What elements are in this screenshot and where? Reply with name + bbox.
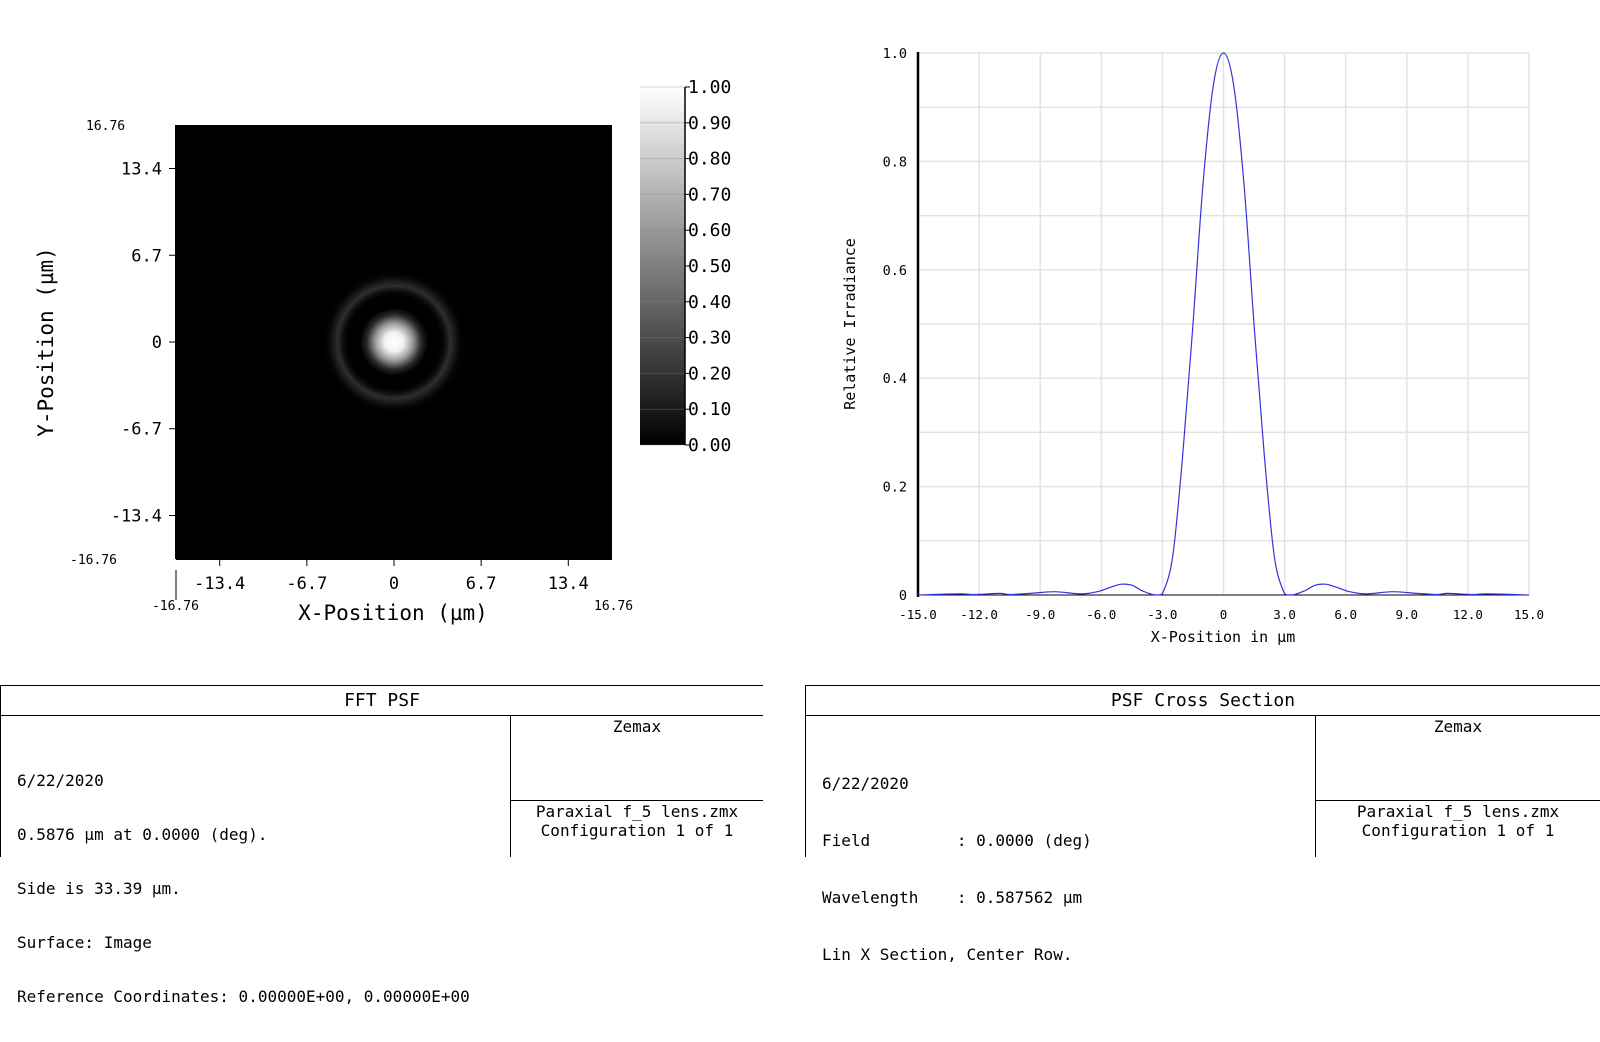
line-x-tick-label: 12.0 <box>1453 607 1483 622</box>
panel-meta: Zemax Paraxial f_5 lens.zmx Configuratio… <box>510 716 763 857</box>
psf-airy-spot <box>360 308 428 376</box>
heatmap-y-min-label: -16.76 <box>70 553 117 568</box>
heatmap-x-tick-label: -6.7 <box>286 574 327 594</box>
heatmap-y-axis-label: Y-Position (µm) <box>34 247 58 437</box>
fft-psf-info-panel: FFT PSF 6/22/2020 0.5876 µm at 0.0000 (d… <box>0 685 763 1006</box>
heatmap-x-max-label: 16.76 <box>594 599 633 614</box>
heatmap-y-tick-label: -13.4 <box>111 506 162 526</box>
psf-cross-section-line <box>917 52 1530 596</box>
heatmap-x-axis-label: X-Position (µm) <box>298 601 488 625</box>
info-line: Reference Coordinates: 0.00000E+00, 0.00… <box>17 987 470 1006</box>
line-x-tick-label: 6.0 <box>1334 607 1357 622</box>
heatmap-x-tick-label: 0 <box>389 574 399 594</box>
info-line: Surface: Image <box>17 933 152 952</box>
line-chart: -15.0 -12.0 -9.0 -6.0 -3.0 0 3.0 6.0 9.0 12.0 15.0… <box>841 46 1544 646</box>
heatmap-x-tick-label: 13.4 <box>548 574 589 594</box>
info-line: Side is 33.39 µm. <box>17 879 181 898</box>
panel-title: FFT PSF <box>1 686 763 716</box>
line-x-tick-label: -15.0 <box>899 607 937 622</box>
line-y-tick-label: 0.6 <box>883 263 907 279</box>
colorbar-tick-label: 0.40 <box>688 292 731 313</box>
file-name: Paraxial f_5 lens.zmx <box>535 802 739 821</box>
colorbar-tick-label: 0.20 <box>688 363 731 384</box>
info-line: Wavelength : 0.587562 µm <box>822 888 1083 907</box>
psf-cross-section-info-panel: PSF Cross Section 6/22/2020 Field : 0.00… <box>805 685 1600 964</box>
line-x-tick-label: -3.0 <box>1147 607 1177 622</box>
panel-title: PSF Cross Section <box>806 686 1600 716</box>
colorbar-tick-label: 0.60 <box>688 220 731 241</box>
line-x-tick-label: -6.0 <box>1086 607 1116 622</box>
info-line: 6/22/2020 <box>822 774 909 793</box>
info-line: Lin X Section, Center Row. <box>822 945 1073 964</box>
colorbar-tick-label: 0.30 <box>688 328 731 349</box>
heatmap-y-tick-label: 6.7 <box>131 246 162 266</box>
panel-details: 6/22/2020 Field : 0.0000 (deg) Wavelengt… <box>822 736 1092 1002</box>
colorbar-tick-label: 0.00 <box>688 435 731 456</box>
heatmap-chart: -13.4 -6.7 0 6.7 13.4 13.4 6.7 0 -6.7 -13.4 -16.… <box>34 119 633 625</box>
info-line: 0.5876 µm at 0.0000 (deg). <box>17 825 268 844</box>
heatmap-x-tick-label: -13.4 <box>194 574 245 594</box>
line-y-tick-label: 0 <box>899 588 907 604</box>
colorbar-tick-label: 0.50 <box>688 256 731 277</box>
line-x-tick-label: 3.0 <box>1273 607 1296 622</box>
line-y-tick-label: 1.0 <box>883 46 907 62</box>
heatmap-x-min-label: -16.76 <box>152 599 199 614</box>
heatmap-x-tick-label: 6.7 <box>466 574 497 594</box>
colorbar: 1.00 0.90 0.80 0.70 0.60 0.50 0.40 0.30 0.20 0.10… <box>640 77 731 456</box>
line-y-axis-label: Relative Irradiance <box>841 238 859 410</box>
file-name: Paraxial f_5 lens.zmx <box>1356 802 1560 821</box>
colorbar-tick-label: 1.00 <box>688 77 731 98</box>
heatmap-y-tick-label: 0 <box>152 333 162 353</box>
colorbar-tick-label: 0.90 <box>688 113 731 134</box>
company-name: Zemax <box>612 717 662 736</box>
colorbar-tick-label: 0.70 <box>688 184 731 205</box>
info-line: Field : 0.0000 (deg) <box>822 831 1092 850</box>
info-line: 6/22/2020 <box>17 771 104 790</box>
file-info: Paraxial f_5 lens.zmx Configuration 1 of… <box>1316 800 1600 840</box>
configuration: Configuration 1 of 1 <box>1361 821 1555 840</box>
company-name: Zemax <box>1433 717 1483 736</box>
line-x-tick-label: 15.0 <box>1514 607 1544 622</box>
file-info: Paraxial f_5 lens.zmx Configuration 1 of… <box>511 800 763 840</box>
line-y-tick-label: 0.4 <box>883 371 907 387</box>
line-x-axis-label: X-Position in µm <box>1151 628 1296 646</box>
line-x-tick-label: 9.0 <box>1396 607 1419 622</box>
colorbar-gradient <box>640 87 685 445</box>
panel-details: 6/22/2020 0.5876 µm at 0.0000 (deg). Sid… <box>17 736 470 1042</box>
panel-meta: Zemax Paraxial f_5 lens.zmx Configuratio… <box>1315 716 1600 857</box>
line-y-tick-label: 0.2 <box>883 480 907 496</box>
line-x-tick-label: 0 <box>1220 607 1228 622</box>
line-y-tick-label: 0.8 <box>883 154 907 170</box>
charts-area: -13.4 -6.7 0 6.7 13.4 13.4 6.7 0 -6.7 -13.4 -16.… <box>34 46 1544 646</box>
line-x-tick-label: -9.0 <box>1025 607 1055 622</box>
heatmap-y-tick-label: 13.4 <box>121 160 162 180</box>
colorbar-tick-label: 0.80 <box>688 149 731 170</box>
configuration: Configuration 1 of 1 <box>540 821 734 840</box>
line-x-tick-label: -12.0 <box>960 607 998 622</box>
colorbar-tick-label: 0.10 <box>688 399 731 420</box>
heatmap-y-max-label: 16.76 <box>86 119 125 134</box>
heatmap-y-tick-label: -6.7 <box>121 420 162 440</box>
